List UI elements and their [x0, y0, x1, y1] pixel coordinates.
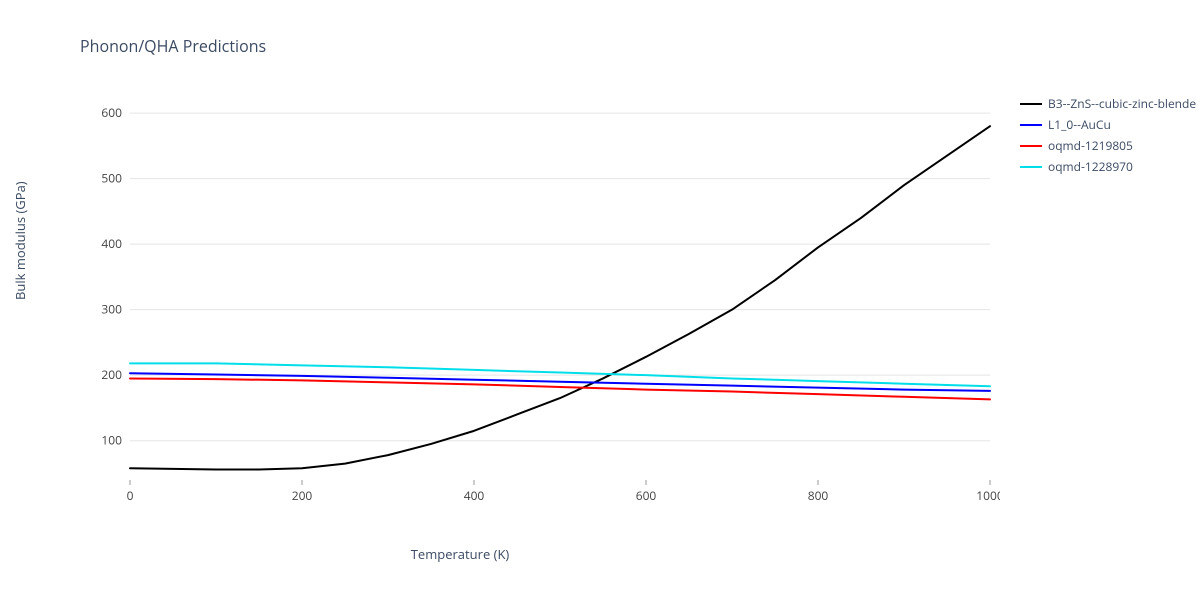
x-tick-label: 1000 — [976, 487, 1000, 504]
x-tick-label: 600 — [636, 487, 657, 504]
legend-item[interactable]: B3--ZnS--cubic-zinc-blende — [1020, 95, 1196, 112]
y-tick-label: 400 — [101, 235, 122, 252]
x-tick-label: 0 — [127, 487, 134, 504]
chart-plot-area: 100 200 300 400 500 600 0 200 400 600 800 1000 — [80, 90, 1000, 520]
y-tick-label: 100 — [101, 432, 122, 449]
legend-label: oqmd-1219805 — [1048, 137, 1133, 154]
y-axis-label: Bulk modulus (GPa) — [11, 181, 29, 300]
legend-item[interactable]: L1_0--AuCu — [1020, 116, 1196, 133]
legend-swatch — [1020, 124, 1042, 126]
x-tick-label: 200 — [292, 487, 313, 504]
legend-label: B3--ZnS--cubic-zinc-blende — [1048, 95, 1196, 112]
chart-title: Phonon/QHA Predictions — [80, 35, 266, 57]
legend-swatch — [1020, 103, 1042, 105]
legend-label: L1_0--AuCu — [1048, 116, 1111, 133]
y-tick-label: 300 — [101, 301, 122, 318]
x-tick-label: 400 — [464, 487, 485, 504]
y-tick-label: 200 — [101, 366, 122, 383]
y-tick-label: 600 — [101, 104, 122, 121]
legend-label: oqmd-1228970 — [1048, 158, 1133, 175]
legend-item[interactable]: oqmd-1219805 — [1020, 137, 1196, 154]
legend-item[interactable]: oqmd-1228970 — [1020, 158, 1196, 175]
legend: B3--ZnS--cubic-zinc-blende L1_0--AuCuoqmd… — [1020, 95, 1196, 179]
legend-swatch — [1020, 145, 1042, 147]
legend-swatch — [1020, 166, 1042, 168]
chart-container: Phonon/QHA Predictions 100 200 300 400 500 60… — [0, 0, 1200, 600]
x-axis-label: Temperature (K) — [411, 545, 510, 563]
y-tick-label: 500 — [101, 170, 122, 187]
x-tick-label: 800 — [808, 487, 829, 504]
